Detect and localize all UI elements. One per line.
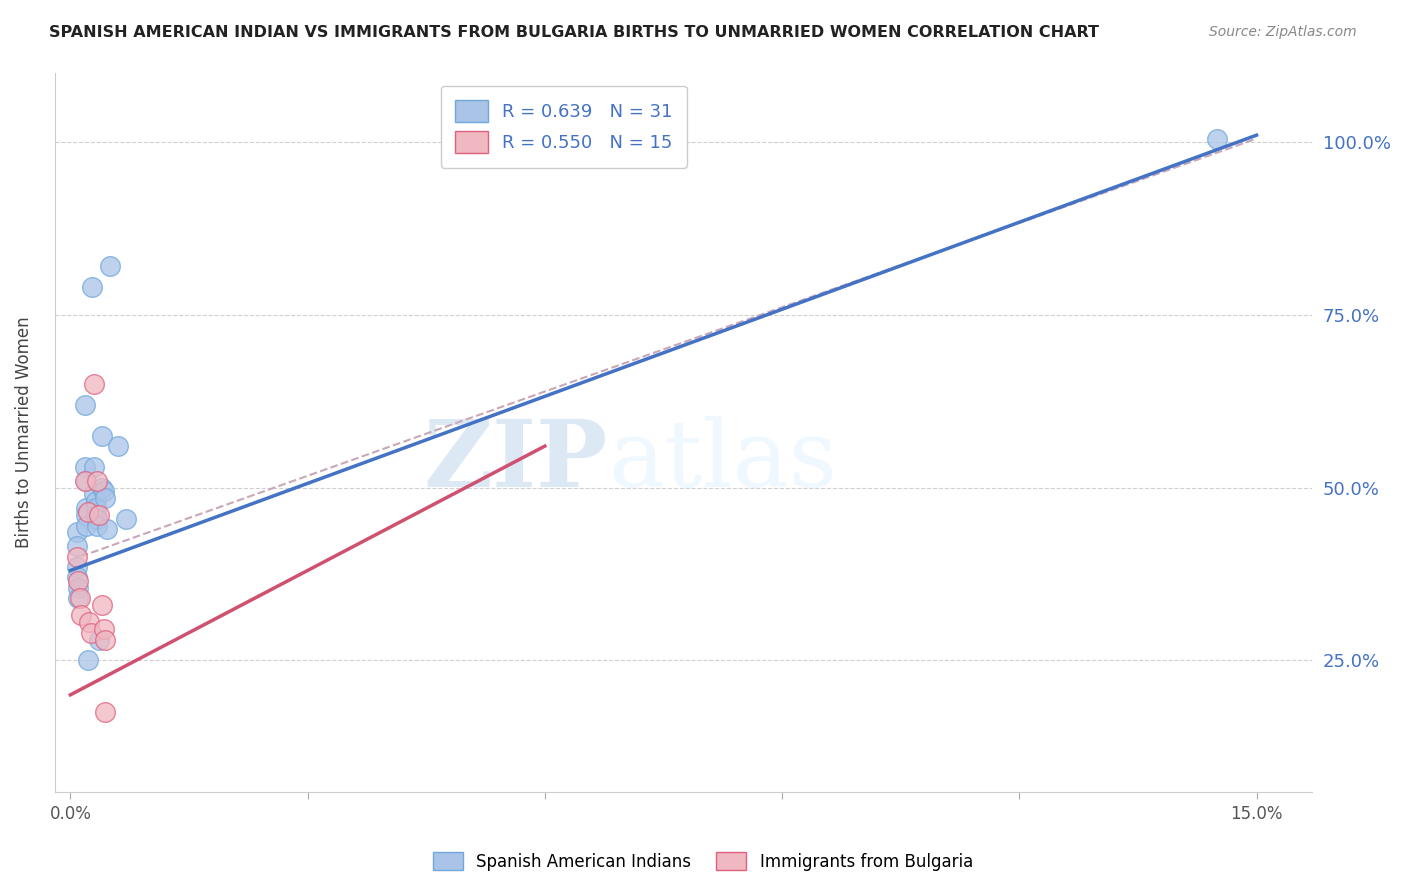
- Point: [83, 487, 105, 501]
- Y-axis label: Births to Unmarried Women: Births to Unmarried Women: [15, 317, 32, 548]
- Text: Source: ZipAtlas.com: Source: ZipAtlas.com: [1209, 25, 1357, 39]
- Point: [70, 608, 93, 623]
- Point: [84, 501, 107, 516]
- Point: [93, 622, 115, 636]
- Point: [94, 705, 117, 719]
- Point: [66, 525, 89, 540]
- Text: atlas: atlas: [607, 416, 837, 506]
- Point: [83, 459, 105, 474]
- Point: [67, 591, 90, 606]
- Point: [98, 260, 121, 274]
- Point: [75, 474, 97, 488]
- Point: [75, 508, 97, 523]
- Point: [67, 581, 90, 595]
- Point: [82, 280, 104, 294]
- Point: [69, 591, 91, 606]
- Point: [73, 474, 96, 488]
- Legend: Spanish American Indians, Immigrants from Bulgaria: Spanish American Indians, Immigrants fro…: [425, 844, 981, 880]
- Point: [76, 505, 98, 519]
- Point: [83, 376, 105, 391]
- Point: [86, 511, 108, 525]
- Point: [107, 439, 129, 453]
- Point: [86, 474, 108, 488]
- Point: [66, 549, 89, 564]
- Point: [73, 398, 96, 412]
- Point: [84, 508, 107, 523]
- Point: [91, 428, 114, 442]
- Point: [94, 632, 117, 647]
- Text: SPANISH AMERICAN INDIAN VS IMMIGRANTS FROM BULGARIA BIRTHS TO UNMARRIED WOMEN CO: SPANISH AMERICAN INDIAN VS IMMIGRANTS FR…: [49, 25, 1099, 40]
- Point: [114, 511, 136, 525]
- Point: [84, 494, 107, 508]
- Point: [96, 522, 118, 536]
- Point: [86, 518, 108, 533]
- Point: [76, 653, 98, 667]
- Point: [66, 560, 89, 574]
- Point: [73, 459, 96, 474]
- Point: [66, 570, 89, 584]
- Point: [79, 615, 101, 630]
- Point: [67, 574, 90, 588]
- Point: [66, 539, 89, 553]
- Point: [75, 518, 97, 533]
- Text: ZIP: ZIP: [423, 416, 607, 506]
- Point: [93, 483, 115, 498]
- Point: [94, 491, 117, 505]
- Point: [75, 501, 97, 516]
- Point: [87, 508, 110, 523]
- Point: [87, 632, 110, 647]
- Point: [80, 625, 103, 640]
- Point: [91, 598, 114, 612]
- Point: [91, 481, 114, 495]
- Legend: R = 0.639   N = 31, R = 0.550   N = 15: R = 0.639 N = 31, R = 0.550 N = 15: [440, 86, 688, 168]
- Point: [1206, 131, 1229, 145]
